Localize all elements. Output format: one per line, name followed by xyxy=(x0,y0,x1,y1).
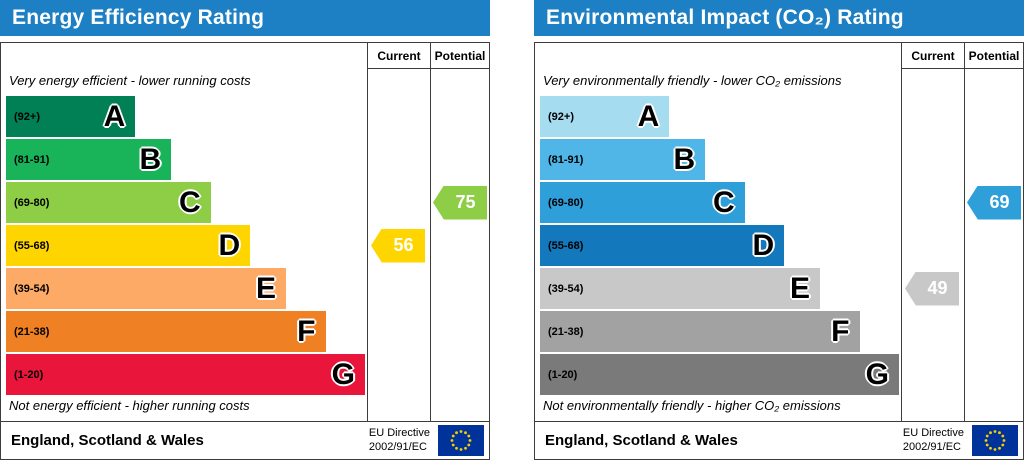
band-area: Very environmentally friendly - lower CO… xyxy=(535,43,901,421)
current-column: Current xyxy=(901,43,964,421)
current-column-header: Current xyxy=(902,43,964,69)
band-range-label: (92+) xyxy=(548,110,574,123)
footer-directive-line1: EU Directive xyxy=(368,426,430,439)
band-g: (1-20) G xyxy=(540,354,899,395)
band-range-label: (1-20) xyxy=(548,368,578,381)
chart-title: Environmental Impact (CO₂) Rating xyxy=(534,0,1024,36)
current-rating-marker: 49 xyxy=(905,271,959,306)
band-letter: B xyxy=(673,142,696,176)
band-g: (1-20) G xyxy=(6,354,365,395)
rating-table: Very environmentally friendly - lower CO… xyxy=(534,42,1024,422)
band-letter: C xyxy=(178,185,201,219)
bottom-note: Not environmentally friendly - higher CO… xyxy=(543,398,841,413)
potential-column: Potential xyxy=(430,43,489,421)
footer-region: England, Scotland & Wales xyxy=(545,432,738,449)
potential-column-header: Potential xyxy=(431,43,489,69)
energy-efficiency-chart: Energy Efficiency Rating Very energy eff… xyxy=(0,0,490,460)
band-range-label: (39-54) xyxy=(548,282,584,295)
band-range-label: (92+) xyxy=(14,110,40,123)
band-range-label: (69-80) xyxy=(548,196,584,209)
band-letter: A xyxy=(637,99,660,133)
footer-directive-line2: 2002/91/EC xyxy=(368,440,427,453)
band-range-label: (21-38) xyxy=(548,325,584,338)
band-letter: F xyxy=(831,314,850,348)
band-range-label: (55-68) xyxy=(14,239,50,252)
band-f: (21-38) F xyxy=(540,311,860,352)
footer-directive: EU Directive 2002/91/EC xyxy=(903,427,964,455)
band-letter: A xyxy=(103,99,126,133)
potential-rating-marker: 69 xyxy=(967,185,1021,220)
chart-footer: England, Scotland & Wales EU Directive 2… xyxy=(0,422,490,460)
band-c: (69-80) C xyxy=(540,182,745,223)
potential-column-header: Potential xyxy=(965,43,1023,69)
band-e: (39-54) E xyxy=(6,268,287,309)
chart-footer: England, Scotland & Wales EU Directive 2… xyxy=(534,422,1024,460)
band-letter: B xyxy=(139,142,162,176)
current-column-header: Current xyxy=(368,43,430,69)
band-area: Very energy efficient - lower running co… xyxy=(1,43,367,421)
band-letter: G xyxy=(331,357,355,391)
top-note: Very environmentally friendly - lower CO… xyxy=(543,73,842,88)
eu-flag-icon xyxy=(972,425,1018,456)
band-letter: G xyxy=(865,357,889,391)
band-letter: D xyxy=(752,228,775,262)
band-letter: D xyxy=(218,228,241,262)
band-c: (69-80) C xyxy=(6,182,211,223)
footer-directive-line1: EU Directive xyxy=(902,426,964,439)
band-d: (55-68) D xyxy=(6,225,251,266)
band-range-label: (81-91) xyxy=(548,153,584,166)
top-note: Very energy efficient - lower running co… xyxy=(9,73,251,88)
band-a: (92+) A xyxy=(6,96,136,137)
footer-directive: EU Directive 2002/91/EC xyxy=(369,427,430,455)
band-b: (81-91) B xyxy=(6,139,172,180)
band-range-label: (69-80) xyxy=(14,196,50,209)
bands: (92+) A (81-91) B (69-80) C (55-68) D (39-54) E (2… xyxy=(6,96,365,397)
potential-rating-marker: 75 xyxy=(433,185,487,220)
band-letter: E xyxy=(256,271,277,305)
band-e: (39-54) E xyxy=(540,268,821,309)
band-letter: F xyxy=(297,314,316,348)
band-range-label: (39-54) xyxy=(14,282,50,295)
band-d: (55-68) D xyxy=(540,225,785,266)
eu-flag-icon xyxy=(438,425,484,456)
potential-column: Potential xyxy=(964,43,1023,421)
band-letter: C xyxy=(712,185,735,219)
band-range-label: (81-91) xyxy=(14,153,50,166)
bottom-note: Not energy efficient - higher running co… xyxy=(9,398,250,413)
band-range-label: (21-38) xyxy=(14,325,50,338)
footer-directive-line2: 2002/91/EC xyxy=(902,440,961,453)
chart-title: Energy Efficiency Rating xyxy=(0,0,490,36)
footer-region: England, Scotland & Wales xyxy=(11,432,204,449)
bands: (92+) A (81-91) B (69-80) C (55-68) D (39-54) E (2… xyxy=(540,96,899,397)
current-rating-marker: 56 xyxy=(371,228,425,263)
band-b: (81-91) B xyxy=(540,139,706,180)
band-range-label: (55-68) xyxy=(548,239,584,252)
current-column: Current xyxy=(367,43,430,421)
band-a: (92+) A xyxy=(540,96,670,137)
band-letter: E xyxy=(790,271,811,305)
band-range-label: (1-20) xyxy=(14,368,44,381)
environmental-impact-chart: Environmental Impact (CO₂) Rating Very e… xyxy=(534,0,1024,460)
band-f: (21-38) F xyxy=(6,311,326,352)
rating-table: Very energy efficient - lower running co… xyxy=(0,42,490,422)
